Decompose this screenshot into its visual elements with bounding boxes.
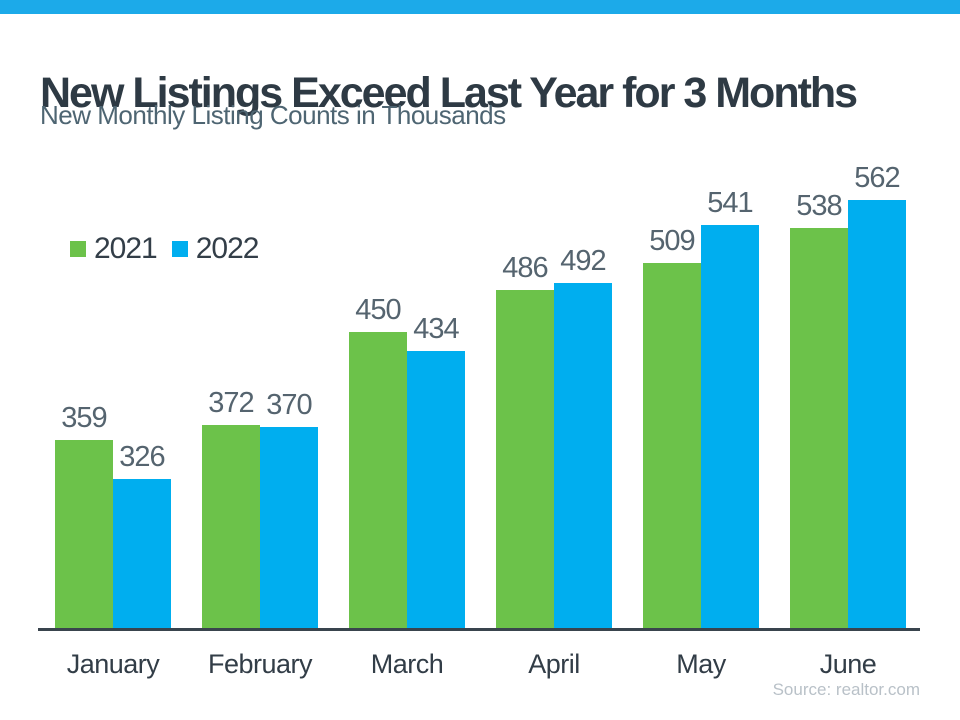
bar-2022-january	[113, 479, 171, 628]
bar-2021-january	[55, 440, 113, 628]
bar-2022-april	[554, 283, 612, 628]
value-label-2021-april: 486	[502, 252, 548, 284]
bar-2021-june	[790, 228, 848, 628]
bar-2022-may	[701, 225, 759, 628]
bar-group-january: 359 326 January	[55, 155, 171, 679]
bar-group-march: 450 434 March	[349, 155, 465, 679]
legend-item-2021: 2021	[70, 232, 158, 266]
bar-2021-march	[349, 332, 407, 628]
page-title: New Listings Exceed Last Year for 3 Mont…	[40, 68, 858, 117]
value-label-2021-january: 359	[61, 402, 107, 434]
x-axis-label-february: February	[207, 649, 313, 679]
legend-label-2021: 2021	[94, 232, 158, 265]
bar-2021-may	[643, 263, 701, 628]
plot-area: 359 326 January 372 370 February 450 434 March 48…	[38, 155, 920, 679]
legend-swatch-2022	[171, 241, 188, 257]
legend-swatch-2021	[70, 241, 86, 257]
chart-subtitle: New Monthly Listing Counts in Thousands	[40, 100, 506, 130]
x-axis-label-march: March	[370, 649, 444, 679]
source-credit: Source: realtor.com	[772, 680, 920, 699]
top-accent-strip	[0, 0, 960, 14]
value-label-2021-february: 372	[208, 387, 254, 419]
value-label-2021-june: 538	[796, 190, 842, 222]
bar-2022-june	[848, 200, 906, 628]
bar-2021-february	[202, 425, 260, 628]
value-label-2022-june: 562	[854, 162, 900, 194]
value-label-2021-may: 509	[649, 225, 695, 257]
legend-label-2022: 2022	[195, 232, 260, 265]
value-label-2022-february: 370	[266, 389, 312, 421]
bar-group-april: 486 492 April	[496, 155, 612, 679]
x-axis-label-april: April	[528, 649, 580, 679]
value-label-2022-may: 541	[707, 187, 753, 219]
value-label-2022-april: 492	[560, 245, 606, 277]
bar-2022-february	[260, 427, 318, 628]
bar-group-february: 372 370 February	[202, 155, 318, 679]
x-axis-label-january: January	[66, 649, 160, 679]
legend-item-2022: 2022	[171, 232, 260, 266]
bar-group-june: 538 562 June	[790, 155, 906, 679]
value-label-2022-march: 434	[413, 313, 459, 345]
value-label-2022-january: 326	[119, 441, 165, 473]
x-axis-label-june: June	[819, 649, 877, 679]
chart-legend: 2021 2022	[70, 232, 259, 266]
value-label-2021-march: 450	[355, 294, 401, 326]
bar-2021-april	[496, 290, 554, 628]
bar-group-may: 509 541 May	[643, 155, 759, 679]
x-axis-label-may: May	[676, 649, 726, 679]
bar-2022-march	[407, 351, 465, 628]
